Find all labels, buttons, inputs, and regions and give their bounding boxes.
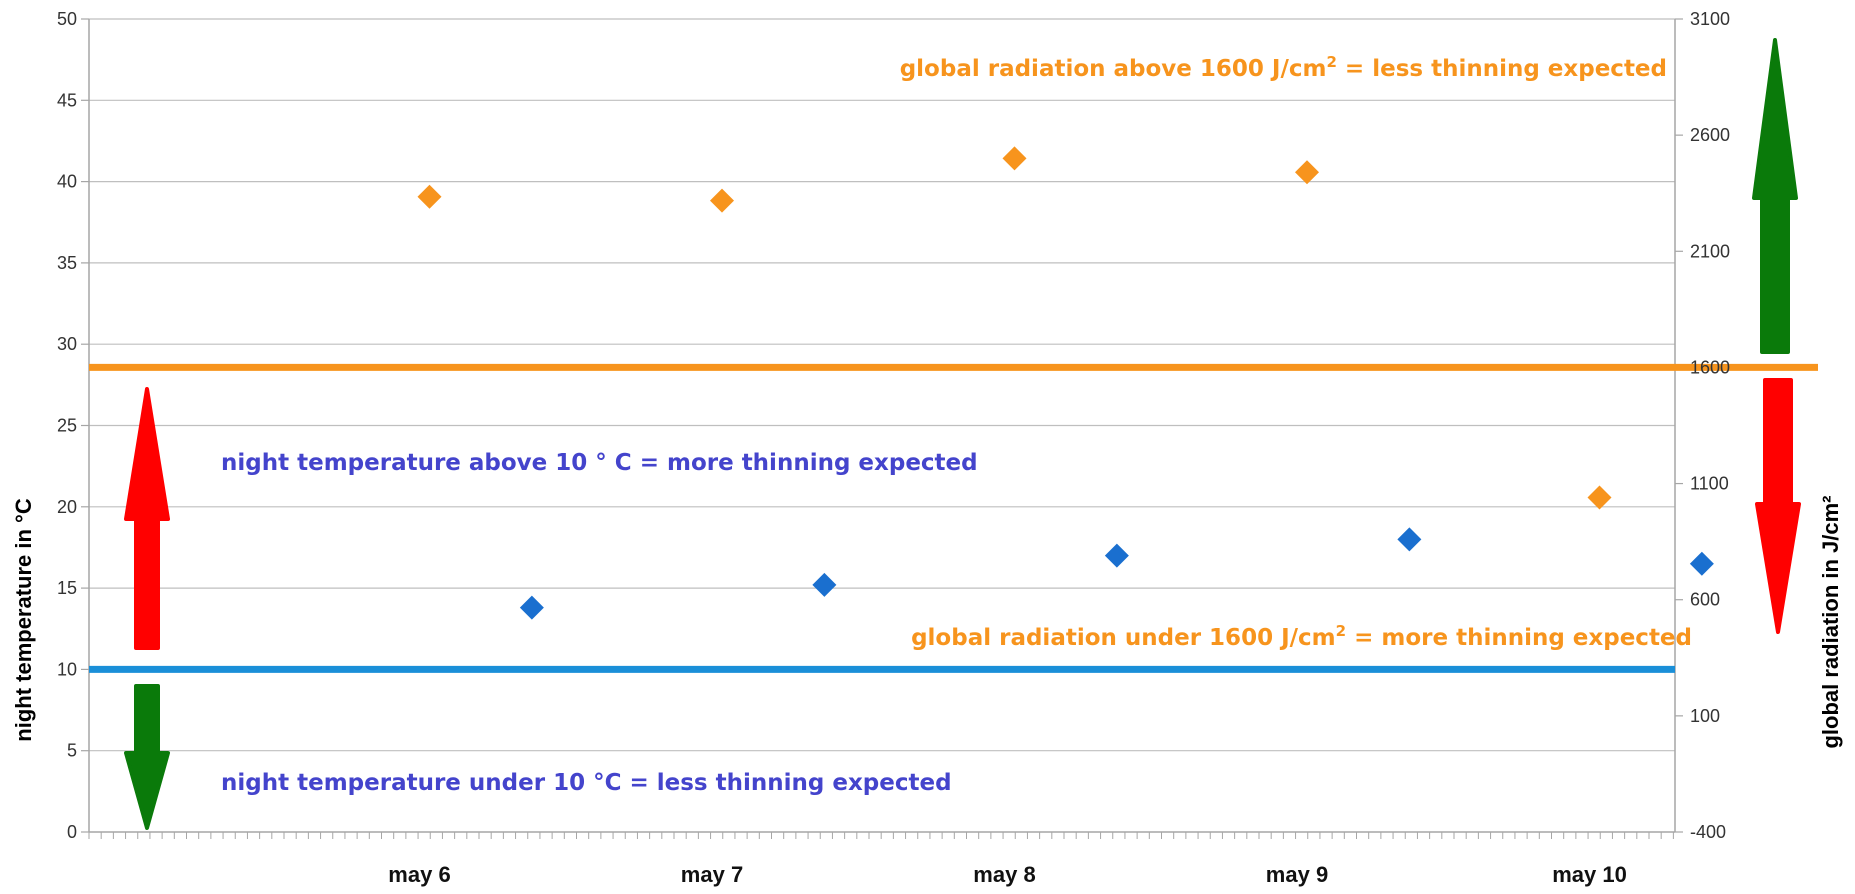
annotation-temp-above: night temperature above 10 ° C = more th… [221, 450, 978, 476]
data-points [417, 146, 1714, 620]
y-left-tick-label: 15 [57, 578, 77, 598]
y-right-tick-label: 100 [1690, 706, 1720, 726]
data-point [1295, 160, 1319, 185]
y-left-tick-label: 5 [67, 741, 77, 761]
y-right-tick-label: 2100 [1690, 241, 1730, 261]
data-point [519, 595, 544, 620]
annotation-rad-above: global radiation above 1600 J/cm2 = less… [900, 53, 1667, 82]
annotation-part: = more thinning expected [1346, 625, 1692, 651]
axes [81, 18, 1683, 839]
data-point [710, 188, 734, 213]
data-point [417, 184, 442, 209]
y-left-tick-label: 45 [57, 90, 77, 110]
y-left-axis-title: night temperature in °C [11, 498, 36, 742]
x-tick-label: may 7 [681, 862, 743, 887]
y-right-tick-label: 3100 [1690, 9, 1730, 29]
y-right-tick-label: 1600 [1690, 357, 1730, 377]
y-left-tick-label: 25 [57, 416, 77, 436]
temp-down-arrow [124, 684, 170, 830]
y-left-tick-label: 20 [57, 497, 77, 517]
data-point [1002, 146, 1027, 171]
y-right-tick-label: 1100 [1690, 474, 1729, 494]
y-left-tick-label: 0 [67, 822, 77, 842]
data-point [1397, 527, 1422, 552]
annotation-part: night temperature above 10 ° C = more th… [221, 450, 978, 476]
annotation-temp-under: night temperature under 10 °C = less thi… [221, 770, 952, 796]
annotation-part: 2 [1326, 53, 1336, 71]
annotation-part: 2 [1336, 622, 1346, 640]
y-left-tick-label: 40 [57, 172, 77, 192]
y-right-tick-label: 2600 [1690, 125, 1730, 145]
annotation-rad-under: global radiation under 1600 J/cm2 = more… [911, 622, 1692, 651]
data-point [1587, 485, 1612, 510]
y-right-axis-title: global radiation in J/cm² [1818, 495, 1843, 748]
y-left-tick-label: 10 [57, 659, 77, 679]
y-left-tick-label: 30 [57, 334, 77, 354]
text-labels: 0 5 10 15 20 25 30 35 40 45 50 -400 100 600 1100 1600 21… [11, 9, 1843, 887]
temp-up-arrow [124, 387, 170, 650]
y-right-tick-label: -400 [1690, 822, 1726, 842]
x-tick-label: may 10 [1552, 862, 1627, 887]
data-point [812, 572, 837, 597]
threshold-lines [89, 363, 1818, 673]
radiation-down-arrow [1755, 378, 1801, 634]
annotation-part: = less thinning expected [1337, 56, 1667, 82]
annotation-part: night temperature under 10 °C = less thi… [221, 770, 952, 796]
x-tick-label: may 6 [388, 862, 450, 887]
y-right-tick-label: 600 [1690, 590, 1720, 610]
data-point [1104, 543, 1129, 568]
x-tick-label: may 8 [973, 862, 1035, 887]
x-tick-label: may 9 [1266, 862, 1328, 887]
annotation-part: global radiation under 1600 J/cm [911, 625, 1336, 651]
y-left-tick-label: 35 [57, 253, 77, 273]
data-point [1689, 551, 1714, 576]
radiation-up-arrow [1752, 38, 1798, 354]
annotation-part: global radiation above 1600 J/cm [900, 56, 1327, 82]
y-left-tick-label: 50 [57, 9, 77, 29]
arrows [124, 38, 1801, 830]
